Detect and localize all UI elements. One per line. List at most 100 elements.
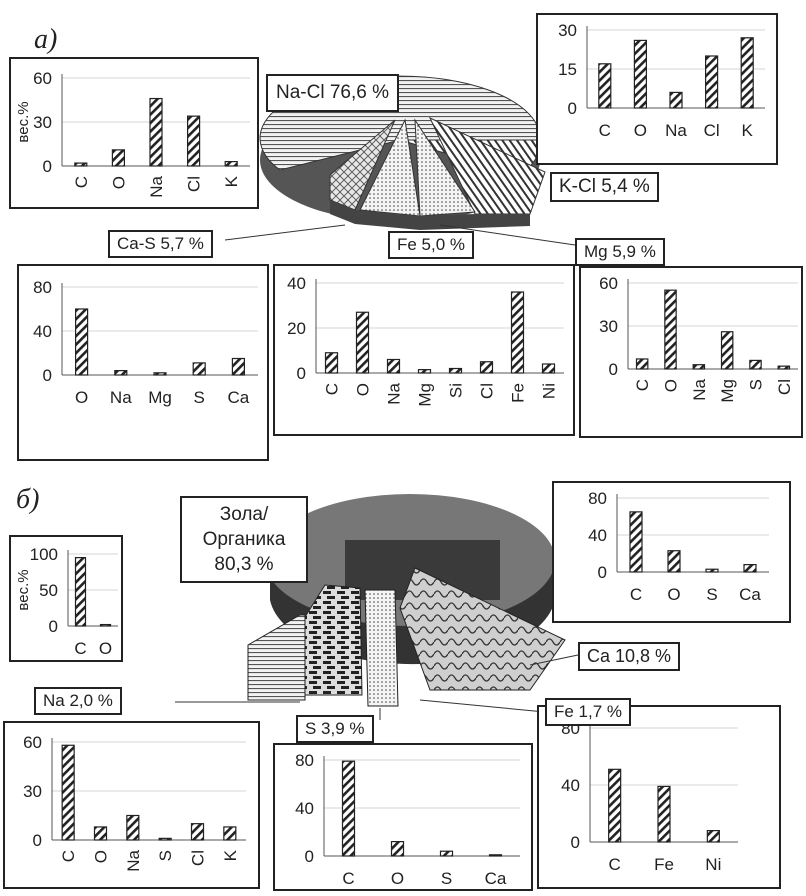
bar-K (224, 160, 238, 167)
label-fe-b: Fe 1,7 % (545, 698, 632, 726)
bar-O (667, 550, 681, 573)
chart-frame (536, 13, 778, 165)
pie-a-slice-mg (414, 118, 476, 217)
bar-chart-a-Mg: 0 30 60 C O Na Mg S Cl (579, 266, 803, 438)
bar-Si (448, 367, 463, 374)
bar-chart-b-Na: 0 30 60 C O Na S Cl K (3, 721, 260, 889)
bar-Ni (541, 363, 556, 374)
bar-O (93, 826, 108, 841)
bar-C (74, 557, 87, 627)
y-tick-label: 0 (297, 364, 306, 383)
x-tick-label: Na (110, 388, 132, 407)
x-tick-label: C (72, 176, 91, 188)
bar-Mg (417, 369, 432, 374)
bar-K (223, 826, 237, 841)
bar-O (664, 289, 677, 370)
label-mg: Mg 5,9 % (575, 238, 665, 266)
chart-frame (273, 743, 533, 891)
y-tick-label: 60 (33, 69, 52, 88)
pie-b-leaders (175, 654, 579, 720)
x-tick-label: O (634, 121, 647, 140)
x-tick-label: Na (147, 175, 166, 197)
pie-a-leaders (224, 224, 576, 246)
label-ash-organic: Зола/ Органика 80,3 % (180, 496, 308, 583)
y-tick-label: 0 (571, 833, 580, 852)
y-axis-label: вес.% (15, 101, 32, 142)
x-tick-label: Na (124, 849, 143, 871)
y-tick-label: 30 (23, 782, 42, 801)
y-tick-label: 0 (49, 617, 58, 636)
x-tick-label: C (342, 869, 354, 888)
y-tick-label: 30 (33, 113, 52, 132)
bar-C (324, 352, 339, 374)
y-tick-label: 30 (558, 21, 577, 40)
x-tick-label: Ni (540, 383, 559, 399)
y-tick-label: 0 (568, 99, 577, 118)
y-tick-label: 80 (33, 278, 52, 297)
x-tick-label: C (323, 383, 342, 395)
chart-frame (17, 264, 269, 461)
chart-frame (9, 57, 259, 209)
label-na-cl: Na-Cl 76,6 % (266, 74, 399, 112)
bar-chart-a-Fe: 0 20 40 C O Na Mg Si Cl Fe Ni (273, 264, 575, 436)
y-tick-label: 0 (609, 360, 618, 379)
bar-Mg (720, 331, 734, 370)
x-tick-label: C (599, 121, 611, 140)
bar-Cl (479, 361, 494, 374)
y-tick-label: 50 (39, 581, 58, 600)
x-tick-label: C (74, 639, 86, 658)
x-tick-label: Fe (509, 383, 528, 403)
x-tick-label: S (156, 850, 175, 861)
x-tick-label: S (194, 388, 205, 407)
bar-O (99, 623, 112, 627)
pie-b-slice-na (247, 614, 306, 701)
x-tick-label: O (662, 379, 681, 392)
x-tick-label: Ca (228, 388, 250, 407)
y-tick-label: 60 (23, 733, 42, 752)
x-tick-label: Ni (705, 855, 721, 874)
y-tick-label: 0 (305, 847, 314, 866)
x-tick-label: Mg (718, 379, 737, 403)
pie-b-slice-ca (399, 567, 566, 691)
bar-Na (126, 814, 140, 841)
bar-Ca (743, 563, 757, 573)
y-tick-label: 60 (599, 274, 618, 293)
x-tick-label: Cl (189, 850, 208, 866)
bar-O (633, 39, 648, 109)
bar-C (341, 760, 356, 857)
bar-Mg (153, 372, 167, 376)
chart-frame (579, 266, 803, 438)
bar-chart-b-S: 0 40 80 C O S Ca (273, 743, 533, 891)
bar-C (629, 511, 643, 573)
x-tick-label: K (222, 175, 241, 187)
bar-chart-a-KCl: 0 15 30 C O Na Cl K (536, 13, 778, 165)
y-tick-label: 0 (33, 831, 42, 850)
bar-Ni (706, 829, 720, 843)
label-k-cl: K-Cl 5,4 % (550, 172, 659, 202)
bar-K (740, 37, 754, 109)
label-ash-organic-text: Зола/ Органика 80,3 % (202, 504, 286, 575)
panel-letter-a: a) (34, 24, 58, 55)
bar-O (74, 308, 89, 376)
bar-Na (692, 364, 706, 370)
bar-C (61, 744, 75, 841)
x-tick-label: Mg (148, 388, 172, 407)
bar-Cl (190, 823, 205, 841)
label-ca-s: Ca-S 5,7 % (108, 230, 213, 258)
x-tick-label: Ca (739, 585, 761, 604)
bar-Na (669, 91, 683, 109)
y-axis-label: вес.% (15, 569, 32, 610)
bar-chart-a-CaS: 0 40 80 O Na Mg S Ca (17, 264, 269, 461)
y-tick-label: 80 (588, 489, 607, 508)
x-tick-label: C (630, 585, 642, 604)
x-tick-label: O (92, 850, 111, 863)
y-tick-label: 0 (43, 366, 52, 385)
chart-frame (3, 721, 260, 889)
y-tick-label: 40 (588, 526, 607, 545)
bar-C (608, 768, 622, 843)
x-tick-label: Cl (775, 379, 794, 395)
